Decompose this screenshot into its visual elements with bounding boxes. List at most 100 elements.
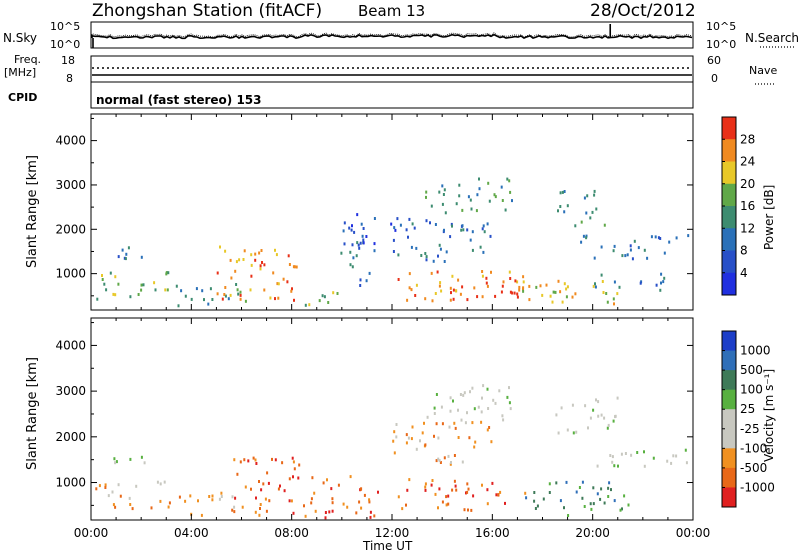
velocity-scatter bbox=[95, 384, 688, 520]
scatter-cell bbox=[420, 254, 423, 257]
scatter-cell bbox=[476, 295, 479, 299]
scatter-cell bbox=[115, 460, 118, 464]
scatter-cell bbox=[509, 290, 512, 294]
scatter-cell bbox=[236, 288, 239, 292]
scatter-cell bbox=[435, 393, 438, 396]
scatter-cell bbox=[288, 499, 291, 503]
scatter-cell bbox=[486, 284, 489, 288]
nave-tick-top: 60 bbox=[707, 54, 721, 67]
scatter-cell bbox=[566, 204, 569, 208]
scatter-cell bbox=[524, 491, 527, 495]
colorbar-tick-label: 25 bbox=[740, 402, 755, 416]
colorbar-tick-label: -500 bbox=[740, 461, 767, 475]
scatter-cell bbox=[596, 492, 599, 496]
colorbar-swatch bbox=[722, 350, 736, 371]
scatter-cell bbox=[425, 255, 428, 259]
scatter-cell bbox=[267, 481, 270, 485]
nsky-tick-bottom: 10^0 bbox=[50, 38, 80, 51]
scatter-cell bbox=[348, 226, 351, 230]
scatter-cell bbox=[426, 415, 429, 419]
scatter-cell bbox=[518, 285, 521, 289]
scatter-cell bbox=[566, 285, 569, 289]
scatter-cell bbox=[535, 285, 538, 289]
scatter-cell bbox=[211, 498, 214, 502]
scatter-cell bbox=[292, 265, 295, 269]
scatter-cell bbox=[471, 386, 474, 390]
scatter-cell bbox=[563, 210, 566, 214]
scatter-cell bbox=[607, 423, 610, 427]
scatter-cell bbox=[486, 222, 489, 226]
scatter-cell bbox=[443, 188, 446, 192]
scatter-cell bbox=[425, 219, 428, 223]
scatter-cell bbox=[557, 431, 560, 435]
scatter-cell bbox=[96, 297, 99, 301]
scatter-cell bbox=[501, 284, 504, 288]
scatter-cell bbox=[255, 462, 258, 465]
scatter-cell bbox=[249, 288, 252, 292]
scatter-cell bbox=[595, 207, 598, 211]
scatter-cell bbox=[392, 250, 395, 253]
scatter-cell bbox=[443, 228, 445, 232]
scatter-cell bbox=[623, 494, 626, 498]
scatter-cell bbox=[308, 303, 311, 307]
scatter-cell bbox=[589, 416, 592, 420]
scatter-cell bbox=[168, 501, 171, 505]
scatter-cell bbox=[292, 460, 295, 464]
scatter-cell bbox=[332, 291, 335, 295]
scatter-cell bbox=[297, 476, 300, 480]
y-tick-label: 4000 bbox=[55, 338, 86, 352]
scatter-cell bbox=[494, 294, 497, 298]
scatter-cell bbox=[395, 435, 398, 439]
scatter-cell bbox=[607, 495, 610, 498]
scatter-cell bbox=[129, 503, 132, 506]
scatter-cell bbox=[479, 245, 482, 249]
scatter-cell bbox=[451, 224, 453, 228]
scatter-cell bbox=[539, 284, 542, 288]
scatter-cell bbox=[304, 514, 307, 518]
scatter-cell bbox=[585, 211, 588, 215]
scatter-cell bbox=[580, 240, 583, 244]
scatter-cell bbox=[373, 242, 376, 246]
scatter-cell bbox=[476, 193, 479, 197]
time-axis-label: Time UT bbox=[362, 539, 413, 553]
scatter-cell bbox=[511, 199, 513, 203]
scatter-cell bbox=[360, 506, 363, 510]
scatter-cell bbox=[454, 426, 457, 430]
scatter-cell bbox=[437, 506, 439, 510]
scatter-cell bbox=[453, 454, 456, 457]
scatter-cell bbox=[594, 285, 597, 289]
scatter-cell bbox=[424, 488, 427, 492]
scatter-cell bbox=[488, 199, 491, 203]
scatter-cell bbox=[685, 461, 688, 465]
scatter-cell bbox=[363, 493, 366, 497]
scatter-cell bbox=[565, 287, 568, 291]
date-label: 28/Oct/2012 bbox=[590, 1, 696, 21]
scatter-cell bbox=[282, 277, 285, 281]
scatter-cell bbox=[425, 195, 427, 199]
scatter-cell bbox=[618, 285, 621, 289]
scatter-cell bbox=[269, 296, 272, 300]
scatter-cell bbox=[283, 489, 286, 493]
colorbar-tick-label: 8 bbox=[740, 244, 748, 258]
scatter-cell bbox=[322, 481, 325, 485]
scatter-cell bbox=[207, 302, 210, 306]
scatter-cell bbox=[621, 507, 623, 511]
scatter-cell bbox=[445, 503, 448, 507]
velocity-y-axis: 1000 2000 3000 4000 bbox=[55, 322, 693, 506]
scatter-cell bbox=[470, 508, 473, 512]
colorbar-tick-label: -100 bbox=[740, 441, 767, 455]
scatter-cell bbox=[323, 295, 326, 299]
scatter-cell bbox=[203, 298, 205, 302]
scatter-cell bbox=[555, 413, 558, 417]
scatter-cell bbox=[565, 480, 568, 484]
scatter-cell bbox=[603, 223, 606, 227]
scatter-cell bbox=[292, 475, 294, 479]
scatter-cell bbox=[461, 285, 464, 289]
scatter-cell bbox=[293, 467, 296, 471]
power-colorbar: 28 24 20 16 12 8 4 bbox=[721, 116, 755, 296]
scatter-cell bbox=[233, 505, 236, 509]
scatter-cell bbox=[220, 495, 223, 498]
scatter-cell bbox=[362, 227, 365, 230]
scatter-cell bbox=[486, 428, 489, 432]
